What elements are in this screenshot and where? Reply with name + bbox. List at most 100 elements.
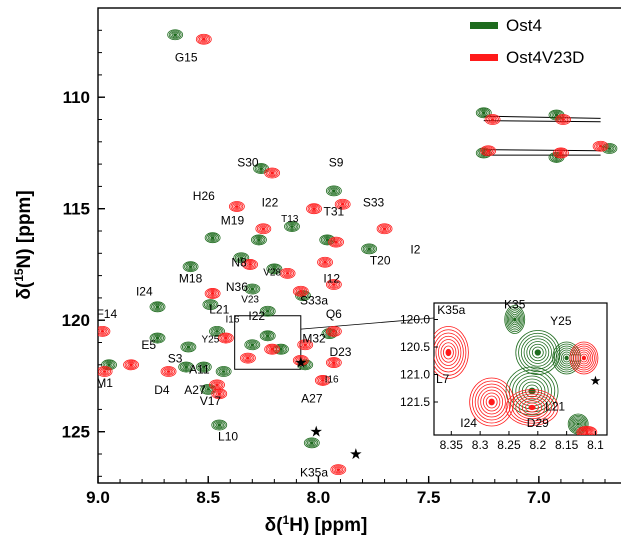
contour-ring [331,361,336,364]
contour-ring [362,244,376,254]
peak-ost4v23d [242,259,259,270]
peak-label: L10 [218,430,238,444]
contour-ring [569,341,599,375]
contour-ring [149,332,166,344]
contour-ring [480,110,488,116]
contour-ring [329,237,343,247]
peak-ost4 [204,232,221,244]
contour-ring [182,261,199,273]
contour-ring [126,361,136,369]
peak-label: T13 [281,214,299,225]
contour-ring [321,259,329,265]
contour-ring [204,386,212,392]
peak-ost4 [178,361,195,373]
peak-ost4 [244,339,261,351]
peak-label: I16 [325,375,339,386]
peak-ost4 [200,383,217,395]
contour-ring [151,302,164,312]
contour-ring [474,383,509,421]
contour-ring [365,246,373,252]
contour-ring [330,188,338,194]
contour-ring [327,326,341,336]
inset-y-tick-label: 121.0 [400,368,430,382]
contour-ring [195,361,212,373]
contour-ring [534,349,541,356]
contour-ring [564,355,569,361]
contour-ring [201,37,206,41]
peak-ost4v23d [228,201,245,212]
contour-ring [149,301,166,313]
peak-ost4 [215,366,232,377]
contour-ring [184,365,189,369]
contour-ring [330,328,338,334]
peak-ost4 [233,252,250,264]
peak-ost4 [259,305,276,317]
peak-ost4 [211,419,228,431]
inset-peak-label: Y25 [550,314,572,328]
contour-ring [257,238,261,242]
contour-ring [581,355,587,361]
inset-y-tick-label: 121.5 [400,395,430,409]
contour-ring [270,347,275,351]
contour-ring [261,331,275,341]
contour-ring [310,206,318,212]
contour-ring [255,237,263,243]
contour-ring [306,203,322,215]
contour-ring [435,335,462,370]
contour-ring [245,356,250,360]
contour-ring [251,234,267,246]
contour-ring [580,428,594,435]
peak-ost4 [475,107,492,119]
inset-x-tick-label: 8.35 [440,438,464,452]
contour-ring [483,392,501,412]
contour-ring [285,271,290,275]
contour-ring [285,222,299,231]
contour-ring [212,327,222,335]
peak-label: M19 [221,213,245,227]
contour-ring [215,422,223,428]
contour-ring [378,224,391,234]
contour-ring [152,303,163,311]
contour-ring [265,309,270,313]
contour-ring [186,345,191,349]
peak-ost4v23d [195,33,212,45]
contour-ring [265,168,279,178]
contour-ring [505,366,559,416]
contour-ring [245,261,256,268]
contour-ring [208,303,213,306]
contour-ring [331,189,336,193]
contour-ring [438,339,459,366]
inset-peak-label: K35 [504,298,526,312]
contour-ring [480,145,497,157]
contour-ring [245,284,259,294]
y-axis-title: δ(15N) [ppm] [12,190,35,299]
contour-ring [179,362,193,372]
inset-x-tick-label: 8.2 [529,438,546,452]
contour-ring [325,279,342,290]
peak-ost4v23d [98,366,113,377]
contour-ring [506,308,523,331]
plot-frame [97,7,621,484]
contour-ring [269,265,280,273]
contour-ring [518,398,546,417]
contour-ring [244,339,261,351]
contour-ring [124,360,138,370]
inset-peak-ost4v23d [434,326,469,379]
inset-peak-label: I24 [460,416,477,430]
contour-ring [334,240,338,244]
contour-ring [592,140,609,152]
contour-ring [211,419,228,431]
peak-ost4v23d [553,147,569,159]
contour-ring [307,204,321,214]
contour-ring [168,30,182,40]
contour-ring [242,259,259,270]
contour-ring [259,226,267,232]
contour-ring [574,347,594,369]
contour-ring [198,35,209,43]
contour-ring [259,330,276,342]
peak-ost4 [209,325,225,337]
peak-ost4v23d [555,114,572,125]
peak-ost4 [167,29,184,41]
contour-ring [181,363,192,371]
contour-ring [320,258,330,266]
